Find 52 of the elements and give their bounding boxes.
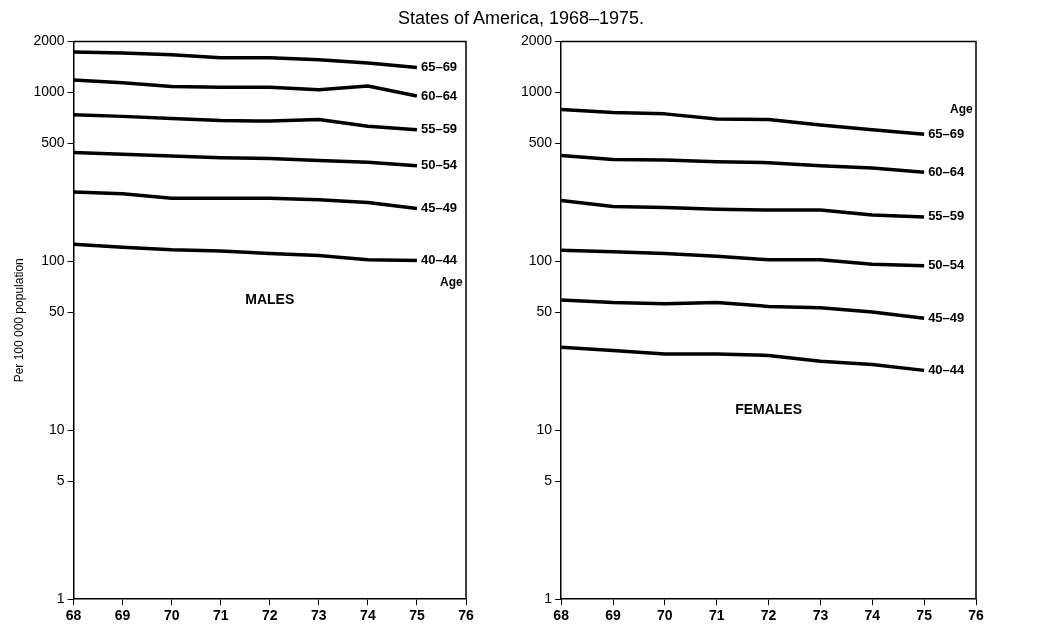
x-tick-label: 69: [605, 607, 621, 624]
series-label: 50–54: [420, 157, 458, 173]
series-label: 55–59: [420, 121, 458, 137]
y-tick-label: 50: [48, 302, 65, 319]
y-tick-label: 5: [544, 471, 553, 488]
series-label: 45–49: [420, 200, 458, 216]
y-tick-label: 100: [528, 252, 553, 269]
y-tick-label: 100: [41, 252, 65, 269]
x-tick-label: 75: [916, 607, 933, 624]
series-label: 65–69: [928, 125, 965, 141]
legend-title: Age: [440, 274, 463, 289]
x-tick-label: 71: [708, 607, 725, 624]
x-tick-label: 72: [261, 607, 278, 624]
series-label: 60–64: [928, 163, 966, 179]
y-tick-label: 500: [528, 133, 553, 150]
x-tick-label: 71: [212, 607, 229, 624]
y-tick-label: 10: [48, 421, 65, 438]
series-label: 50–54: [928, 257, 966, 273]
annotation: MALES: [245, 291, 295, 308]
x-tick-label: 70: [657, 607, 673, 624]
y-tick-label: 1: [544, 590, 553, 607]
y-tick-label: 2000: [33, 32, 65, 49]
x-tick-label: 76: [968, 607, 984, 624]
x-tick-label: 72: [760, 607, 777, 624]
y-tick-label: 500: [41, 133, 65, 150]
x-tick-label: 74: [864, 607, 881, 624]
series-label: 65–69: [420, 59, 458, 75]
text: States of America, 1968–1975.: [396, 8, 646, 30]
x-tick-label: 73: [812, 607, 829, 624]
series-label: 40–44: [928, 361, 966, 377]
legend-title: Age: [950, 102, 973, 117]
y-tick-label: 10: [536, 421, 553, 438]
series-label: 40–44: [420, 252, 458, 268]
series-label: 45–49: [928, 309, 965, 325]
x-tick-label: 76: [458, 607, 474, 624]
x-tick-label: 74: [360, 607, 376, 624]
y-tick-label: 50: [536, 302, 553, 319]
x-tick-label: 68: [65, 607, 82, 624]
series-label: 60–64: [420, 87, 458, 103]
y-tick-label: 1000: [33, 83, 65, 100]
x-tick-label: 68: [553, 607, 570, 624]
y-tick-label: 1: [56, 590, 65, 607]
x-tick-label: 69: [114, 607, 131, 624]
y-axis-title: Per 100 000 population: [11, 258, 26, 383]
y-tick-label: 1000: [520, 83, 553, 100]
x-tick-label: 73: [311, 607, 327, 624]
x-tick-label: 75: [409, 607, 425, 624]
y-tick-label: 5: [56, 471, 65, 488]
x-tick-label: 70: [163, 607, 180, 624]
series-label: 55–59: [928, 208, 965, 224]
annotation: FEMALES: [735, 401, 803, 418]
y-tick-label: 2000: [520, 32, 553, 49]
